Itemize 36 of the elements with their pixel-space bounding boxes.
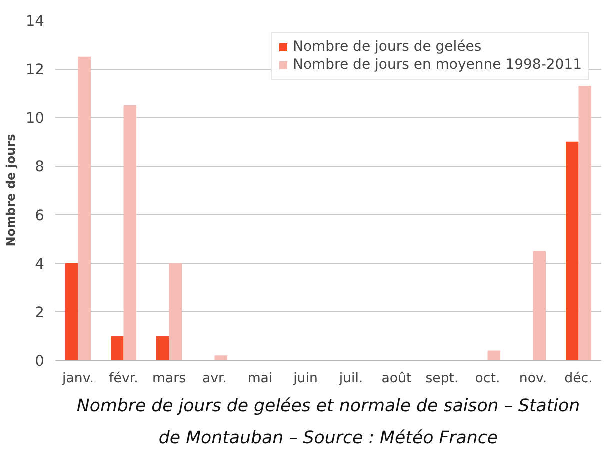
x-tick-label: janv. xyxy=(62,372,94,386)
bar xyxy=(169,263,182,360)
x-tick-label: mai xyxy=(248,372,273,386)
bar xyxy=(156,336,170,360)
bar xyxy=(124,106,136,360)
x-tick-label: sept. xyxy=(426,372,459,386)
x-tick-label: août xyxy=(382,372,412,386)
x-tick-label: juil. xyxy=(338,372,364,386)
bar xyxy=(533,251,546,360)
x-tick-label: févr. xyxy=(109,372,138,386)
bar xyxy=(214,356,228,360)
text: Nombre de jours de gelées et normale de saison – Station xyxy=(76,396,580,416)
bar xyxy=(566,142,579,360)
y-axis-title: Nombre de jours xyxy=(4,134,18,247)
x-tick-label: mars xyxy=(152,372,186,386)
y-tick-label: 0 xyxy=(35,353,45,370)
bar xyxy=(111,336,124,360)
x-tick-label: nov. xyxy=(519,372,548,386)
x-tick-label: avr. xyxy=(202,372,228,386)
y-tick-label: 6 xyxy=(35,207,45,224)
y-tick-label: 12 xyxy=(26,62,45,79)
x-tick-label: oct. xyxy=(475,372,500,386)
bar xyxy=(488,350,500,360)
x-tick-label: déc. xyxy=(564,372,593,386)
y-tick-label: 2 xyxy=(35,304,45,322)
bar xyxy=(66,263,78,360)
bar xyxy=(578,86,592,360)
x-tick-label: juin xyxy=(292,372,318,386)
y-tick-label: 10 xyxy=(26,110,45,128)
bar xyxy=(78,56,91,360)
y-tick-label: 14 xyxy=(26,13,45,30)
y-tick-label: 8 xyxy=(35,158,45,176)
text: de Montauban – Source : Météo France xyxy=(158,428,498,448)
legend-label: Nombre de jours de gelées xyxy=(292,39,482,55)
y-tick-label: 4 xyxy=(35,256,45,273)
legend-label: Nombre de jours en moyenne 1998-2011 xyxy=(292,57,582,73)
